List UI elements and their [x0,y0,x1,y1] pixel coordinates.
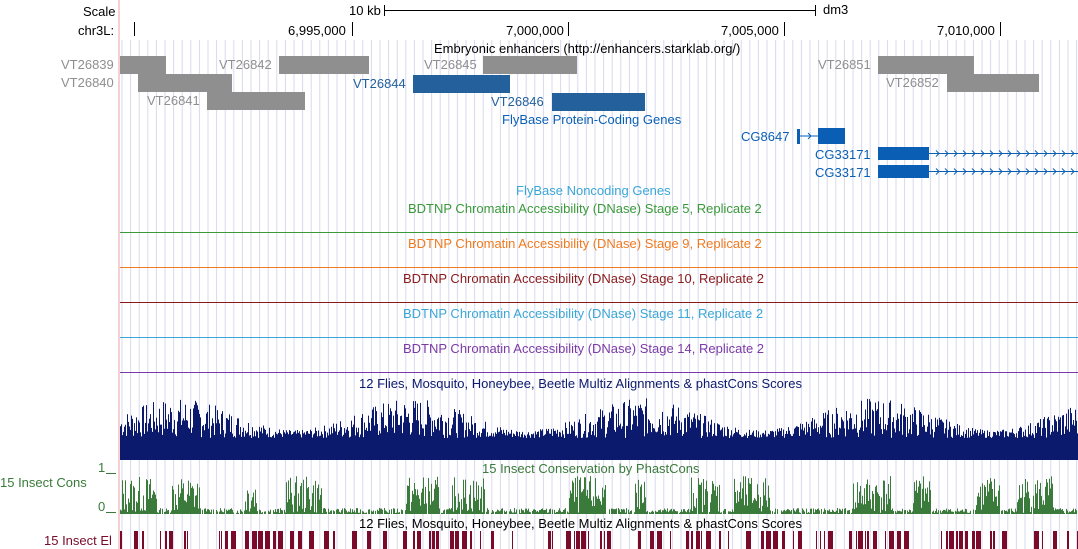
conserved-elements-plot[interactable] [120,531,1078,549]
enhancer-label[interactable]: VT26852 [886,75,939,90]
track-title-flybase-noncoding: FlyBase Noncoding Genes [516,183,671,198]
track-title-flybase-coding: FlyBase Protein-Coding Genes [502,112,682,127]
left-label-margin [118,0,120,549]
position-tick [1000,22,1001,36]
scale-size-label: 10 kb [349,3,381,18]
enhancer-feature[interactable] [120,56,166,74]
track-title-dnase-stage11: BDTNP Chromatin Accessibility (DNase) St… [403,306,764,321]
enhancer-feature[interactable] [483,56,577,74]
dnase-signal-stage10[interactable] [120,302,1078,303]
enhancer-label[interactable]: VT26846 [491,94,544,109]
gene-label[interactable]: CG33171 [815,165,871,180]
chromosome-label: chr3L: [78,23,115,38]
position-tick [568,22,569,36]
dnase-signal-stage11[interactable] [120,337,1078,338]
enhancer-label[interactable]: VT26840 [61,75,114,90]
cons-y-min: 0 [98,499,106,514]
dnase-signal-stage9[interactable] [120,267,1078,268]
position-label: 6,995,000 [288,23,346,38]
enhancer-feature[interactable] [138,74,232,92]
position-tick [134,22,135,36]
enhancer-feature[interactable] [207,92,305,110]
track-title-dnase-stage9: BDTNP Chromatin Accessibility (DNase) St… [408,236,762,251]
enhancer-label[interactable]: VT26839 [61,57,114,72]
gene-model-cg33171[interactable] [878,146,1078,162]
gene-label[interactable]: CG8647 [741,129,790,144]
track-title-multiz: 12 Flies, Mosquito, Honeybee, Beetle Mul… [359,376,802,391]
track-title-elements: 12 Flies, Mosquito, Honeybee, Beetle Mul… [359,516,802,531]
position-label: 7,000,000 [506,23,564,38]
position-label: 7,005,000 [721,23,779,38]
enhancer-label[interactable]: VT26845 [424,57,477,72]
assembly-label: dm3 [823,2,849,17]
enhancer-label[interactable]: VT26851 [818,57,871,72]
track-side-label-elements[interactable]: 15 Insect El [44,533,112,548]
scale-label: Scale [83,4,116,19]
position-tick [352,22,353,36]
dnase-signal-stage5[interactable] [120,232,1078,233]
track-title-dnase-stage10: BDTNP Chromatin Accessibility (DNase) St… [403,271,765,286]
scale-bar [384,5,816,16]
cons-y-max-tick [106,473,116,474]
position-label: 7,010,000 [937,23,995,38]
gene-model-cg8647[interactable] [795,127,855,147]
cons-y-max: 1 [98,460,106,475]
track-title-enhancers: Embryonic enhancers (http://enhancers.st… [434,41,741,56]
position-tick [784,22,785,36]
track-side-label-cons[interactable]: 15 Insect Cons [0,475,87,490]
gene-label[interactable]: CG33171 [815,147,871,162]
track-title-dnase-stage14: BDTNP Chromatin Accessibility (DNase) St… [403,341,765,356]
gene-model-cg33171[interactable] [878,164,1078,180]
track-title-phastcons: 15 Insect Conservation by PhastCons [482,461,700,476]
enhancer-label[interactable]: VT26841 [147,93,200,108]
enhancer-feature[interactable] [947,74,1039,92]
dnase-signal-stage14[interactable] [120,372,1078,373]
track-title-dnase-stage5: BDTNP Chromatin Accessibility (DNase) St… [408,201,762,216]
enhancer-feature[interactable] [279,56,369,74]
enhancer-feature[interactable] [878,56,974,74]
enhancer-label[interactable]: VT26844 [353,76,406,91]
cons-y-min-tick [106,512,116,513]
enhancer-label[interactable]: VT26842 [219,57,272,72]
enhancer-feature[interactable] [552,93,645,111]
phastcons-plot[interactable] [120,474,1078,514]
multiz-alignment-plot[interactable] [120,394,1078,460]
enhancer-feature[interactable] [413,75,510,93]
